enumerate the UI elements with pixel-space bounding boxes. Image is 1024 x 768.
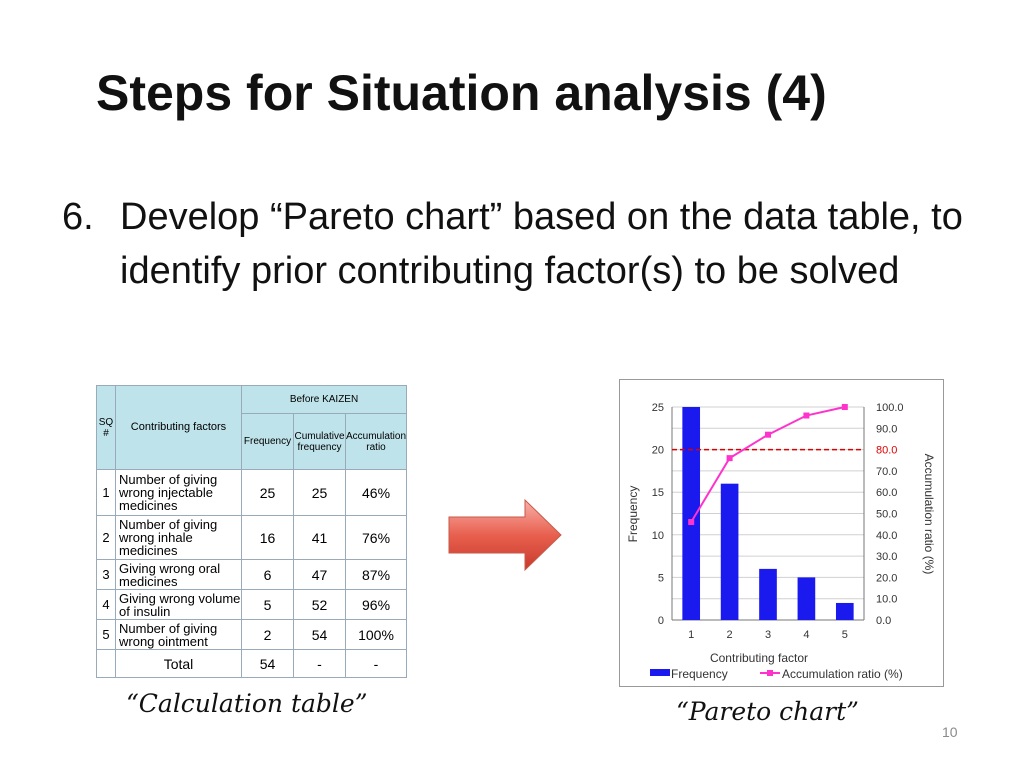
ratio-cell: 76%	[344, 515, 408, 560]
header-sq: SQ #	[96, 385, 116, 470]
right-arrow-icon	[448, 498, 562, 572]
header-accumulation: Accumulation ratio	[344, 413, 408, 470]
cumulative-cell: 52	[293, 589, 346, 620]
y2-tick-label: 80.0	[876, 445, 897, 457]
x-tick-label: 1	[688, 629, 694, 641]
factor-cell: Number of giving wrong injectable medici…	[115, 469, 242, 516]
ratio-cell: 96%	[344, 589, 408, 620]
y2-tick-label: 0.0	[876, 615, 891, 627]
sq-cell: 4	[96, 589, 116, 620]
accumulation-point	[726, 455, 733, 462]
bar	[682, 407, 701, 620]
y2-tick-label: 20.0	[876, 572, 897, 584]
step-number: 6.	[62, 196, 94, 238]
accumulation-line	[690, 406, 846, 523]
total-label: Total	[115, 649, 242, 678]
table-caption: “Calculation table”	[126, 689, 368, 718]
y-tick-label: 10	[652, 530, 664, 542]
factor-cell: Number of giving wrong ointment	[115, 619, 242, 650]
y2-tick-label: 30.0	[876, 551, 897, 563]
ratio-cell: 87%	[344, 559, 408, 590]
table-row: 3 Giving wrong oral medicines 6 47 87%	[96, 559, 408, 590]
frequency-cell: 16	[241, 515, 294, 560]
frequency-cell: 25	[241, 469, 294, 516]
slide-title: Steps for Situation analysis (4)	[96, 65, 827, 121]
total-row: Total 54 - -	[96, 649, 408, 678]
cumulative-cell: 54	[293, 619, 346, 650]
x-axis-label: Contributing factor	[710, 651, 808, 665]
bar	[720, 483, 739, 620]
factor-cell: Giving wrong oral medicines	[115, 559, 242, 590]
total-cumulative: -	[293, 649, 346, 678]
legend-frequency-label: Frequency	[671, 667, 728, 681]
y2-tick-label: 90.0	[876, 423, 897, 435]
table-row: 4 Giving wrong volume of insulin 5 52 96…	[96, 589, 408, 620]
x-tick-label: 3	[765, 629, 771, 641]
total-frequency: 54	[241, 649, 294, 678]
frequency-cell: 5	[241, 589, 294, 620]
y-tick-label: 5	[658, 572, 664, 584]
accumulation-point	[688, 519, 695, 526]
y-tick-label: 20	[652, 445, 664, 457]
sq-cell: 5	[96, 619, 116, 650]
x-tick-label: 5	[842, 629, 848, 641]
factor-cell: Number of giving wrong inhale medicines	[115, 515, 242, 560]
y2-tick-label: 60.0	[876, 487, 897, 499]
y2-tick-label: 10.0	[876, 594, 897, 606]
bar	[797, 577, 816, 620]
pareto-chart: 0 5 10 15 20 25 0.0 10.0 20.0 30.0 40.0 50.0 60.0 70.…	[619, 379, 944, 687]
factor-cell: Giving wrong volume of insulin	[115, 589, 242, 620]
header-factors: Contributing factors	[115, 385, 242, 470]
table-row: 5 Number of giving wrong ointment 2 54 1…	[96, 619, 408, 650]
sq-cell: 2	[96, 515, 116, 560]
step-text: Develop “Pareto chart” based on the data…	[120, 196, 963, 292]
cumulative-cell: 25	[293, 469, 346, 516]
accumulation-point	[841, 404, 848, 410]
header-cumulative: Cumulative frequency	[293, 413, 346, 470]
legend-accumulation-label: Accumulation ratio (%)	[782, 667, 903, 681]
ratio-cell: 100%	[344, 619, 408, 650]
y2-tick-label: 70.0	[876, 466, 897, 478]
sq-cell: 3	[96, 559, 116, 590]
accumulation-point	[803, 412, 810, 419]
cumulative-cell: 41	[293, 515, 346, 560]
cumulative-cell: 47	[293, 559, 346, 590]
page-number: 10	[942, 724, 958, 740]
accumulation-point	[765, 431, 771, 438]
bar	[759, 568, 777, 620]
y-tick-label: 25	[652, 402, 664, 414]
header-frequency: Frequency	[241, 413, 294, 470]
x-tick-label: 4	[803, 629, 809, 641]
x-tick-label: 2	[727, 629, 733, 641]
chart-caption: “Pareto chart”	[676, 697, 859, 726]
calculation-table: SQ # Contributing factors Before KAIZEN …	[96, 385, 408, 678]
y-tick-label: 15	[652, 487, 664, 499]
sq-cell: 1	[96, 469, 116, 516]
table-row: 2 Number of giving wrong inhale medicine…	[96, 515, 408, 560]
y-axis-label: Frequency	[626, 486, 640, 543]
y2-tick-label: 40.0	[876, 530, 897, 542]
frequency-cell: 6	[241, 559, 294, 590]
ratio-cell: 46%	[344, 469, 408, 516]
y-tick-label: 0	[658, 615, 664, 627]
frequency-cell: 2	[241, 619, 294, 650]
table-row: 1 Number of giving wrong injectable medi…	[96, 469, 408, 516]
y2-axis-label: Accumulation ratio (%)	[922, 454, 936, 575]
y2-tick-label: 100.0	[876, 402, 904, 414]
y2-tick-label: 50.0	[876, 509, 897, 521]
pareto-chart-svg: 05101520250.010.020.030.040.050.060.070.…	[626, 402, 936, 681]
total-ratio: -	[344, 649, 408, 678]
header-group: Before KAIZEN	[240, 385, 408, 414]
legend-frequency-swatch	[650, 669, 670, 676]
bar	[835, 602, 854, 620]
